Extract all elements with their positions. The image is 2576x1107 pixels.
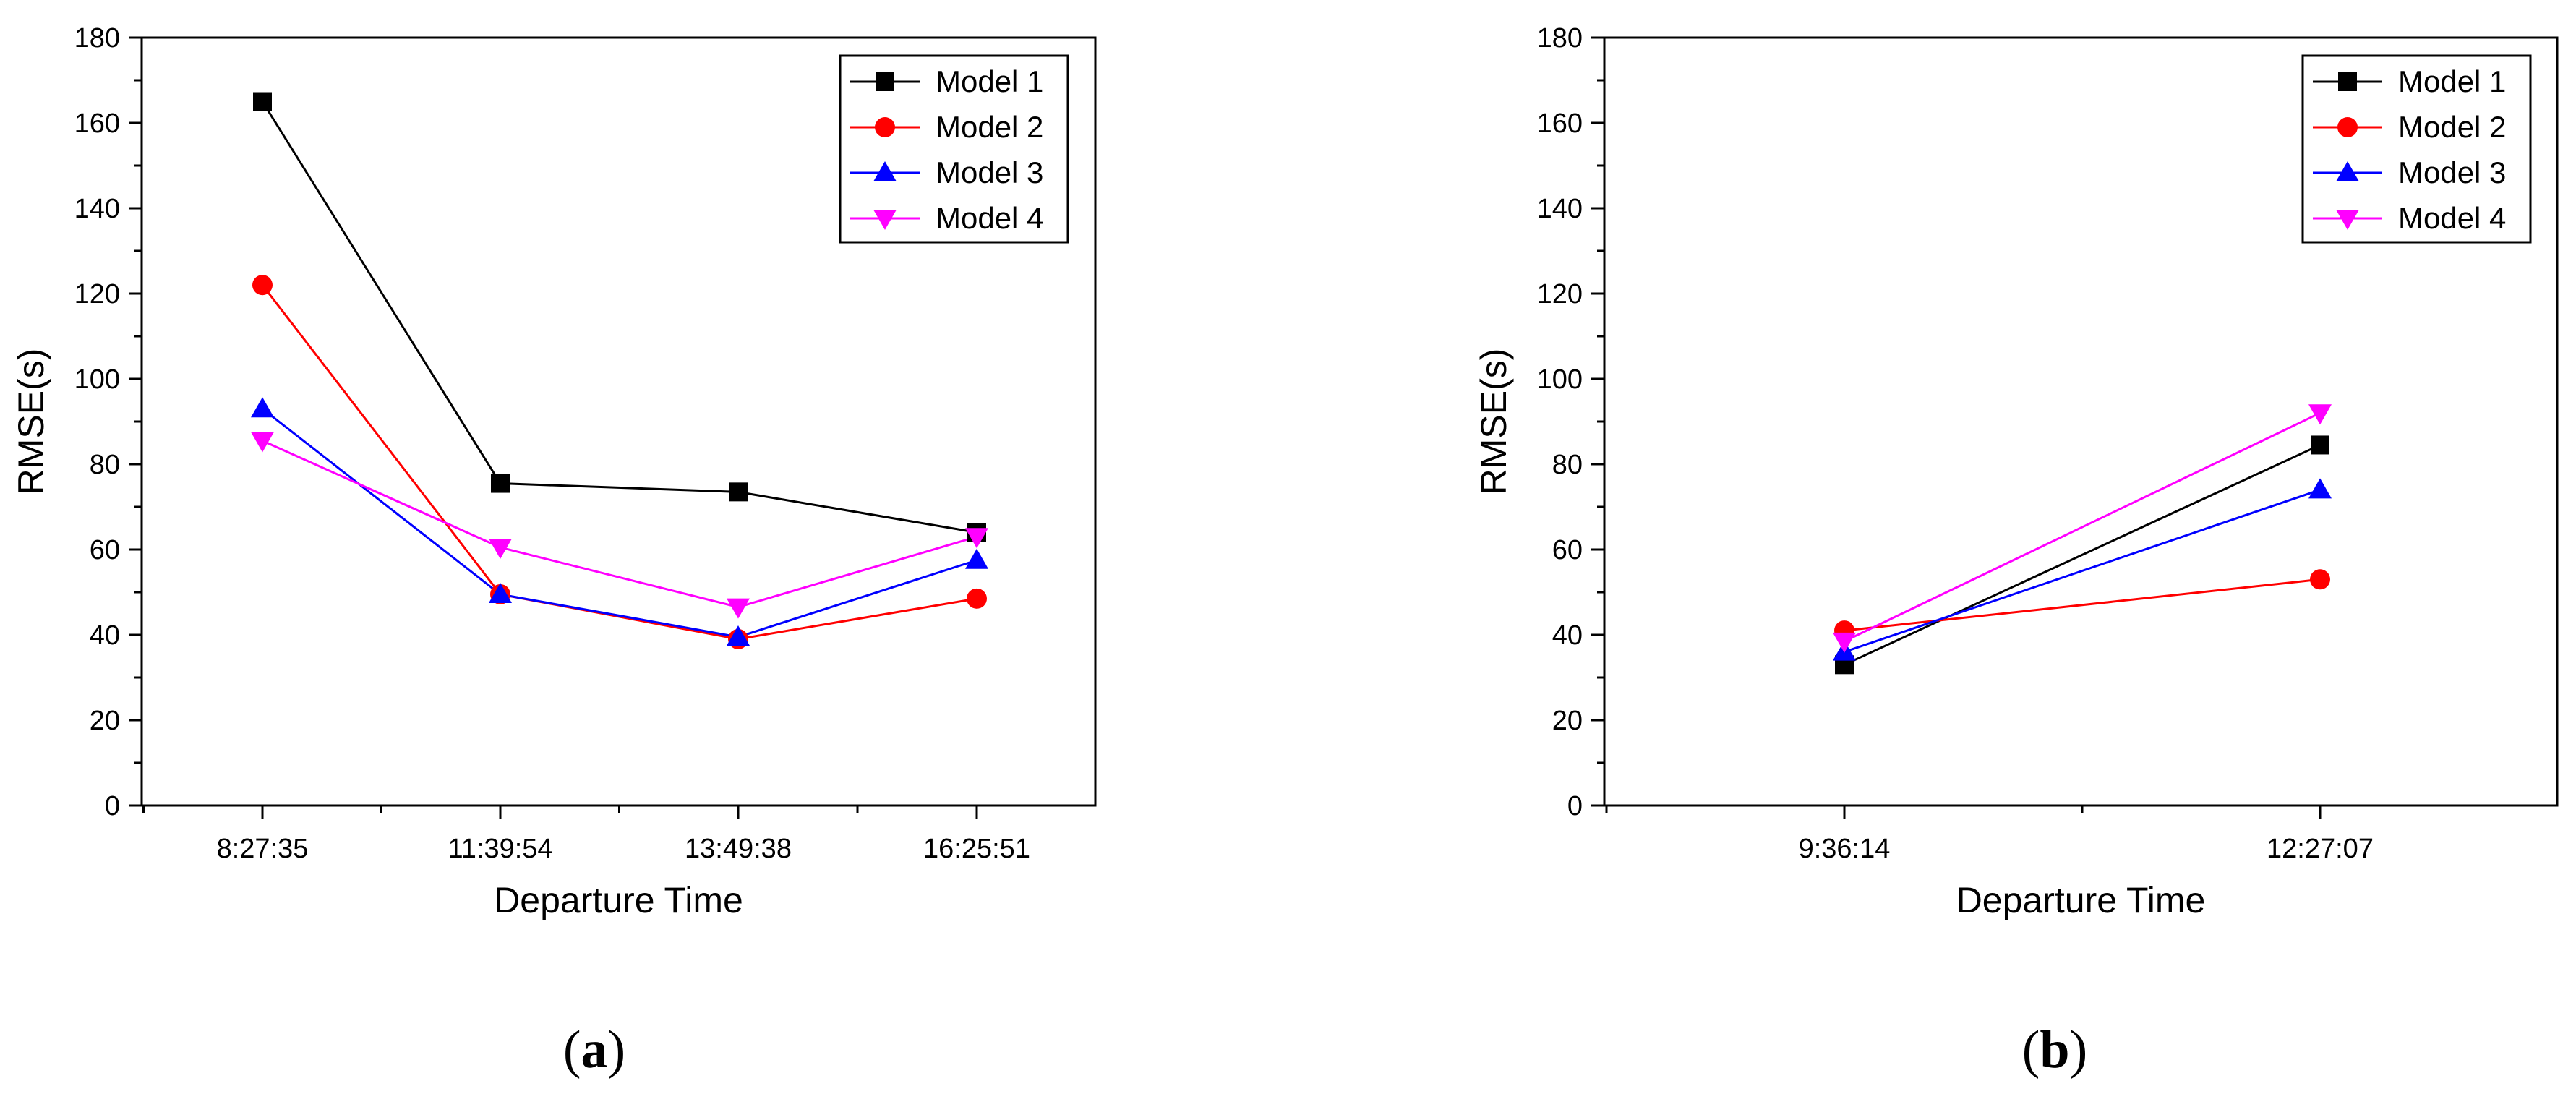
data-point-model-1 [2311,435,2329,455]
y-tick-label: 0 [105,791,120,821]
y-tick-label: 20 [1552,706,1583,736]
data-point-model-4 [2308,404,2332,425]
data-point-model-4 [965,528,988,549]
series-line-model-2 [261,284,977,641]
x-axis-title: Departure Time [1956,880,2206,920]
x-axis-title: Departure Time [494,880,743,920]
legend-marker [876,72,894,91]
panel-caption: (a) [563,1020,625,1080]
legend-marker [2336,161,2359,181]
data-point-model-4 [251,432,274,453]
y-tick-label: 80 [1552,450,1583,480]
panel-b-chart: 0 20 40 60 80 100 120 140 160 180 9:36:14 12:27:07 D… [1473,23,2559,1080]
series-line-model-1 [261,101,977,534]
x-tick-label: 12:27:07 [2267,834,2374,864]
y-tick-label: 180 [74,23,120,54]
legend-label: Model 3 [936,155,1043,189]
legend-label: Model 4 [2398,201,2506,235]
data-point-model-3 [251,397,274,418]
y-tick-label: 100 [74,364,120,395]
y-tick-label: 0 [1567,791,1583,821]
y-tick-label: 140 [74,194,120,224]
y-tick-label: 120 [1537,279,1583,309]
series-line-model-4 [262,440,977,609]
series-line-model-3 [1844,488,2321,654]
data-point-model-1 [491,474,510,493]
legend-label: Model 2 [2398,110,2506,144]
data-point-model-2 [967,588,987,609]
legend-label: Model 3 [2398,155,2506,189]
panel-a-chart: 0 20 40 60 80 100 120 140 160 180 8:27:35 11:39:54 1… [11,23,1097,1080]
y-tick-label: 140 [1537,194,1583,224]
data-point-model-3 [489,582,512,603]
legend-label: Model 2 [936,110,1043,144]
data-point-model-4 [727,598,750,619]
legend-label: Model 1 [2398,64,2506,98]
x-tick-label: 16:25:51 [923,834,1030,864]
data-point-model-3 [2308,478,2332,499]
data-point-model-1 [729,482,748,502]
series-line-model-4 [1844,411,2321,643]
data-point-model-1 [253,92,272,111]
x-tick-label: 8:27:35 [217,834,309,864]
legend-marker [2338,72,2357,91]
series-line-model-2 [1844,578,2321,632]
y-tick-label: 100 [1537,364,1583,395]
data-point-model-3 [965,548,988,569]
y-tick-label: 160 [74,108,120,139]
y-tick-label: 180 [1537,23,1583,54]
y-tick-label: 120 [74,279,120,309]
data-point-model-4 [1833,632,1856,653]
y-tick-label: 80 [90,450,120,480]
y-tick-label: 60 [1552,535,1583,565]
legend-marker [2336,210,2359,230]
data-point-model-2 [2310,569,2330,590]
y-tick-label: 20 [90,706,120,736]
data-point-model-3 [727,625,750,646]
y-axis-title: RMSE(s) [11,349,51,495]
legend-label: Model 4 [936,201,1043,235]
legend-label: Model 1 [936,64,1043,98]
panel-label: a [581,1020,608,1080]
y-tick-label: 60 [90,535,120,565]
y-tick-label: 160 [1537,108,1583,139]
x-tick-label: 11:39:54 [448,834,552,864]
series-line-model-3 [262,408,977,638]
data-point-model-4 [489,539,512,560]
data-point-model-2 [252,275,273,296]
y-axis-title: RMSE(s) [1473,349,1514,495]
x-tick-label: 9:36:14 [1799,834,1891,864]
panel-caption: (b) [2022,1020,2087,1080]
y-tick-label: 40 [1552,620,1583,651]
series-line-model-1 [1844,444,2321,666]
y-tick-label: 40 [90,620,120,651]
x-tick-label: 13:49:38 [685,834,792,864]
legend-marker [875,117,895,137]
legend-marker [873,161,897,181]
panel-label: b [2040,1020,2069,1080]
legend-marker [2337,117,2358,137]
legend-marker [873,210,897,230]
